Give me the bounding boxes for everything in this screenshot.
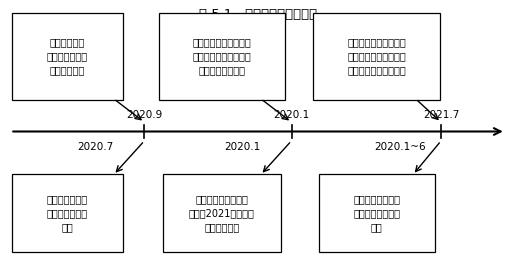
FancyBboxPatch shape	[12, 174, 123, 252]
Text: 2020.9: 2020.9	[126, 110, 163, 120]
Text: 进行年中总结，复
盘新的方案带来的
变化: 进行年中总结，复 盘新的方案带来的 变化	[353, 194, 400, 232]
Text: 2020.1~6: 2020.1~6	[374, 142, 426, 152]
FancyBboxPatch shape	[318, 174, 434, 252]
Text: 2021.7: 2021.7	[423, 110, 459, 120]
Text: 整理方案开会
部署任务，人事
招人计划制定: 整理方案开会 部署任务，人事 招人计划制定	[46, 38, 88, 75]
FancyBboxPatch shape	[163, 174, 281, 252]
FancyBboxPatch shape	[12, 13, 123, 100]
Text: 制定新增的活动
宣传计划，启动
招聘: 制定新增的活动 宣传计划，启动 招聘	[46, 194, 88, 232]
FancyBboxPatch shape	[159, 13, 285, 100]
FancyBboxPatch shape	[314, 13, 440, 100]
Text: 销售新员工入职，内
部对于2021年的销售
架构进行调整: 销售新员工入职，内 部对于2021年的销售 架构进行调整	[189, 194, 255, 232]
Text: 表 5.1   一年实施计划时间表: 表 5.1 一年实施计划时间表	[199, 8, 317, 21]
Text: 2020.7: 2020.7	[77, 142, 114, 152]
Text: 阶段性活动宣传启动，
同期安排工程师进行内
部技术试讲并打分: 阶段性活动宣传启动， 同期安排工程师进行内 部技术试讲并打分	[192, 38, 251, 75]
Text: 2020.1: 2020.1	[273, 110, 310, 120]
Text: 2020.1: 2020.1	[224, 142, 261, 152]
Text: 运行半年按照新区域划
分销售的架构，并同时
开启新的品牌活动宣传: 运行半年按照新区域划 分销售的架构，并同时 开启新的品牌活动宣传	[347, 38, 406, 75]
